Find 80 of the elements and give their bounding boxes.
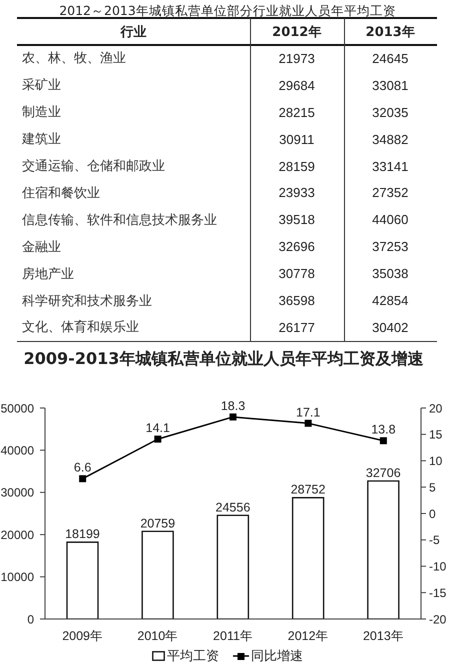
data-label: 42854 (371, 292, 410, 310)
data-label: 30778 (278, 265, 316, 284)
x-tick-label: 2011年 (213, 628, 253, 643)
data-label: 27352 (371, 184, 410, 202)
category-label: 采矿业 (22, 77, 61, 94)
data-label: 32696 (278, 238, 316, 256)
data-label: 18199 (65, 527, 100, 542)
category-label: 信息传输、软件和信息技术服务业 (22, 212, 217, 229)
text: 2013年 (366, 24, 415, 40)
bar (292, 497, 324, 619)
y-tick-label: 50000 (0, 401, 34, 416)
data-label: 39518 (278, 211, 316, 230)
data-label: 26177 (278, 318, 316, 337)
y2-tick-label: -5 (429, 533, 440, 548)
point (230, 413, 236, 420)
data-label: 33141 (371, 158, 410, 176)
y-tick-label: 0 (27, 612, 34, 626)
category-label: 科学研究和技术服务业 (22, 292, 152, 310)
data-label: 18.3 (220, 398, 246, 413)
data-label: 24556 (216, 500, 250, 514)
data-label: 21973 (278, 50, 316, 68)
legend-label: 平均工资 (167, 648, 219, 665)
y2-tick-label: -10 (429, 560, 447, 574)
category-label: 住宿和餐饮业 (22, 184, 100, 202)
category-label: 制造业 (22, 104, 61, 122)
y2-tick-label: 20 (429, 401, 443, 416)
data-label: 28752 (290, 482, 326, 497)
data-label: 44060 (371, 211, 410, 230)
data-label: 34882 (371, 130, 410, 149)
y-tick-label: 20000 (0, 528, 34, 542)
bar (66, 542, 99, 619)
data-label: 32035 (371, 104, 410, 122)
data-label: 37253 (371, 238, 410, 256)
text: 2012年 (272, 24, 322, 40)
data-label: 29684 (278, 76, 316, 95)
bar (367, 480, 400, 619)
point (304, 420, 312, 427)
x-tick-label: 2010年 (137, 628, 178, 643)
category-label: 文化、体育和娱乐业 (22, 318, 139, 336)
y2-tick-label: -20 (429, 612, 447, 626)
x-tick-label: 2009年 (62, 628, 104, 643)
data-label: 36598 (278, 292, 316, 310)
data-label: 13.8 (371, 422, 396, 437)
chart-title: 2009-2013年城镇私营单位就业人员年平均工资及增速 (24, 349, 424, 368)
data-label: 23933 (278, 184, 316, 202)
category-label: 建筑业 (22, 131, 61, 148)
point (79, 475, 86, 482)
data-label: 6.6 (74, 460, 92, 475)
category-label: 交通运输、仓储和邮政业 (22, 158, 165, 176)
data-label: 28159 (278, 158, 316, 176)
y2-tick-label: 15 (429, 428, 443, 442)
category-label: 房地产业 (22, 266, 74, 283)
bar (142, 530, 174, 619)
y-tick-label: 10000 (0, 570, 34, 584)
data-label: 35038 (371, 265, 410, 284)
data-label: 17.1 (296, 405, 320, 420)
y2-tick-label: 0 (429, 506, 436, 521)
point (380, 437, 387, 444)
data-label: 14.1 (146, 421, 170, 436)
y-tick-label: 40000 (0, 443, 34, 458)
category-label: 金融业 (22, 238, 61, 256)
data-label: 32706 (366, 466, 401, 480)
data-label: 24645 (371, 50, 410, 68)
x-tick-label: 2012年 (288, 628, 329, 643)
y2-tick-label: -15 (429, 586, 447, 600)
legend-label: 同比增速 (251, 648, 303, 665)
text: 2012～2013年城镇私营单位部分行业就业人员年平均工资 (59, 3, 396, 18)
data-label: 33081 (371, 76, 410, 95)
y2-tick-label: 5 (429, 480, 436, 494)
data-label: 28215 (278, 104, 316, 122)
category-label: 农、林、牧、渔业 (22, 50, 126, 68)
data-label: 30402 (371, 318, 410, 337)
data-label: 30911 (278, 130, 316, 149)
bar (216, 514, 250, 619)
x-tick-label: 2013年 (362, 628, 404, 643)
y-tick-label: 30000 (0, 486, 34, 500)
y2-tick-label: 10 (429, 454, 443, 468)
text: 行业 (120, 24, 146, 40)
data-label: 20759 (140, 516, 176, 530)
point (154, 436, 162, 443)
